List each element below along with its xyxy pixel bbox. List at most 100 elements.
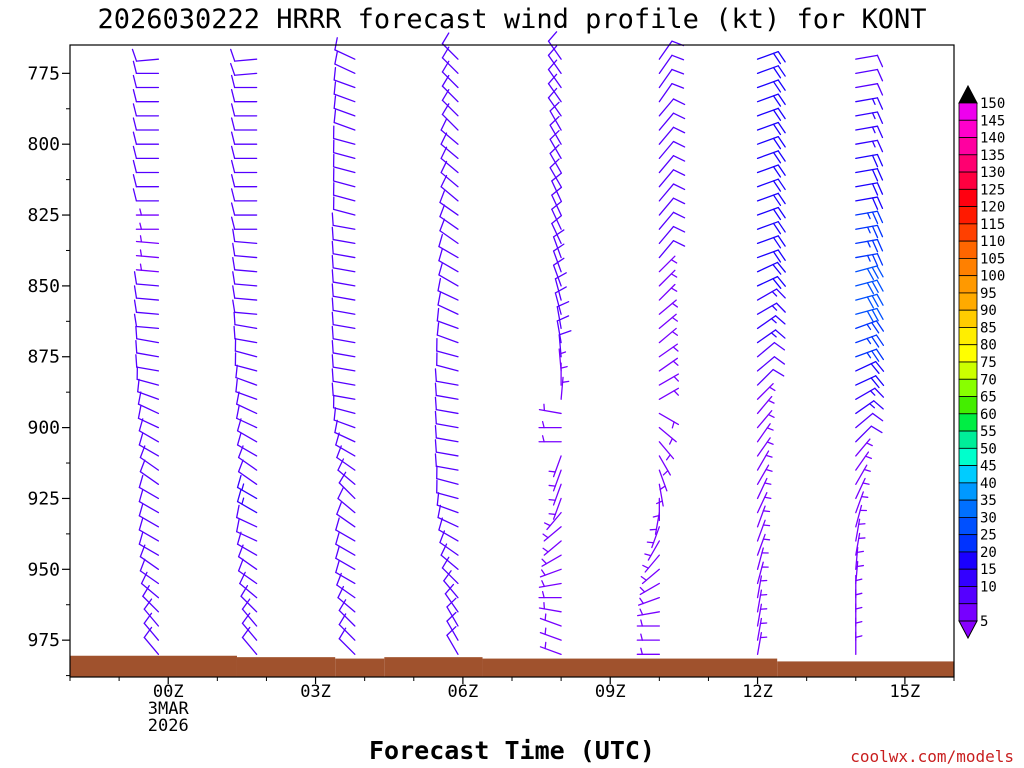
wind-barb xyxy=(436,465,459,485)
wind-barb xyxy=(855,139,884,153)
colorbar-label: 115 xyxy=(980,217,1005,233)
colorbar-swatch xyxy=(958,206,978,225)
colorbar-label: 60 xyxy=(980,407,997,423)
wind-barb xyxy=(331,325,356,344)
wind-barb xyxy=(436,322,459,344)
wind-barb xyxy=(434,424,459,443)
x-tick-label: 00Z xyxy=(153,682,184,702)
colorbar-label: 20 xyxy=(980,545,997,561)
wind-barb xyxy=(855,168,884,182)
wind-barb xyxy=(439,218,459,245)
x-tick-label: 15Z xyxy=(890,682,921,702)
colorbar-label: 65 xyxy=(980,390,997,406)
colorbar-swatch xyxy=(958,603,978,622)
wind-barb xyxy=(756,477,772,500)
wind-barb xyxy=(440,132,459,160)
wind-barb xyxy=(636,633,660,641)
colorbar-swatch xyxy=(958,188,978,207)
x-tick-label: 3MAR xyxy=(148,699,190,719)
wind-barb xyxy=(236,504,258,528)
wind-barb xyxy=(132,145,160,160)
colorbar-label: 40 xyxy=(980,476,997,492)
wind-barb xyxy=(336,445,356,471)
colorbar-label: 140 xyxy=(980,131,1005,147)
wind-barb xyxy=(756,395,775,415)
wind-barb xyxy=(756,235,786,249)
terrain-segment xyxy=(384,657,483,677)
wind-barb xyxy=(642,554,660,573)
wind-barb xyxy=(756,561,769,585)
wind-barb xyxy=(756,533,771,556)
colorbar-label: 10 xyxy=(980,579,997,595)
wind-barb xyxy=(658,169,686,188)
wind-barb xyxy=(543,511,562,531)
wind-barb xyxy=(332,394,356,415)
wind-barb xyxy=(143,598,160,627)
wind-barb xyxy=(335,517,356,542)
x-tick-label: 12Z xyxy=(742,682,773,702)
colorbar-swatch xyxy=(958,292,978,311)
terrain-layer xyxy=(70,655,954,677)
wind-barb xyxy=(135,249,160,259)
wind-barb xyxy=(855,400,884,415)
wind-barb xyxy=(855,412,884,429)
wind-barb xyxy=(132,174,160,188)
wind-barb xyxy=(336,572,356,599)
colorbar-bottom-arrow xyxy=(958,620,978,640)
colorbar-label: 150 xyxy=(980,96,1005,112)
wind-barb xyxy=(855,546,865,570)
wind-barb xyxy=(236,391,258,415)
wind-barb xyxy=(336,501,356,528)
colorbar-swatch xyxy=(958,240,978,259)
wind-barb xyxy=(138,432,160,457)
wind-barb xyxy=(541,554,562,567)
wind-barb xyxy=(552,257,565,287)
wind-barb xyxy=(539,627,562,641)
wind-barb xyxy=(538,590,562,599)
wind-barb xyxy=(434,453,459,471)
wind-barb xyxy=(658,455,671,476)
wind-barb xyxy=(855,307,884,323)
colorbar-label: 125 xyxy=(980,182,1005,198)
colorbar-label: 70 xyxy=(980,372,997,388)
wind-barb xyxy=(855,210,884,225)
wind-barb xyxy=(756,150,786,164)
wind-barb xyxy=(443,570,459,599)
wind-barb xyxy=(437,292,459,315)
wind-barb xyxy=(658,255,678,273)
wind-barb xyxy=(338,613,356,641)
wind-barb xyxy=(756,505,771,528)
wind-barb xyxy=(640,568,660,585)
wind-barb xyxy=(132,74,160,89)
wind-profile-column xyxy=(538,31,572,655)
wind-barb xyxy=(239,571,258,599)
colorbar-label: 75 xyxy=(980,355,997,371)
wind-barb xyxy=(334,37,356,60)
colorbar-swatch xyxy=(958,344,978,363)
wind-barb xyxy=(137,391,160,415)
wind-barb xyxy=(230,74,258,89)
wind-barb xyxy=(855,451,872,471)
wind-barb xyxy=(440,543,459,570)
wind-barb xyxy=(554,286,567,315)
colorbar-swatch xyxy=(958,430,978,449)
wind-barb xyxy=(135,208,160,216)
wind-barb xyxy=(756,50,786,65)
wind-barb xyxy=(756,547,769,570)
wind-barb xyxy=(133,299,160,315)
wind-barb xyxy=(440,146,459,174)
wind-barb xyxy=(333,95,356,117)
wind-barb xyxy=(441,74,459,103)
plot-frame xyxy=(69,44,955,678)
wind-barb xyxy=(855,83,884,96)
terrain-segment xyxy=(482,658,778,677)
wind-barb xyxy=(538,420,562,429)
wind-barb xyxy=(230,89,258,103)
wind-barb xyxy=(658,54,685,74)
wind-barb xyxy=(232,228,258,245)
colorbar-swatch xyxy=(958,171,978,190)
wind-barb xyxy=(230,117,258,131)
colorbar-swatch xyxy=(958,517,978,536)
wind-barb xyxy=(139,445,160,471)
